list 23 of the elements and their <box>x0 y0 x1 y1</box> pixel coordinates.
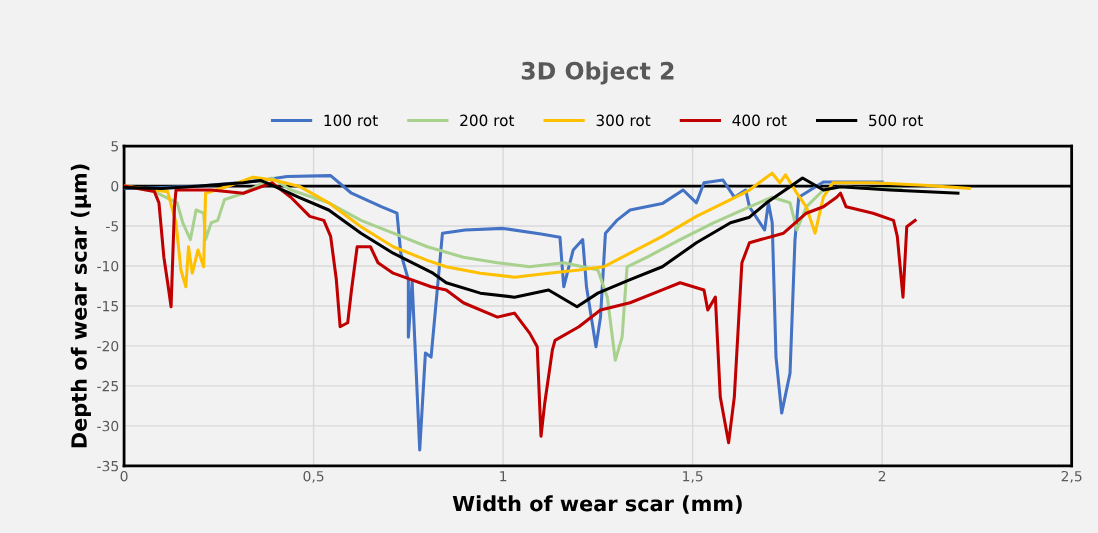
y-tick-label: 0 <box>111 180 119 192</box>
y-tick-label: -25 <box>97 380 118 392</box>
x-tick-label: 2 <box>878 470 886 482</box>
y-tick-label: -10 <box>97 260 119 272</box>
legend-label: 200 rot <box>460 114 515 127</box>
y-tick-label: -35 <box>97 460 118 472</box>
y-tick-label: -15 <box>97 301 118 312</box>
legend-label: 100 rot <box>324 114 378 127</box>
legend-label: 300 rot <box>596 114 651 127</box>
legend-label: 500 rot <box>869 114 923 127</box>
x-tick-label: 0 <box>120 470 128 482</box>
x-tick-label: 1 <box>500 471 507 482</box>
y-tick-label: -30 <box>97 420 119 432</box>
chart-title: 3D Object 2 <box>521 61 674 85</box>
x-axis-title: Width of wear scar (mm) <box>452 495 742 514</box>
x-tick-label: 2,5 <box>1061 470 1082 483</box>
y-tick-label: -20 <box>97 340 119 352</box>
x-tick-label: 0,5 <box>303 470 324 483</box>
legend-label: 400 rot <box>732 114 787 127</box>
y-tick-label: -5 <box>106 221 118 232</box>
y-tick-label: 5 <box>111 141 118 152</box>
x-tick-label: 1,5 <box>683 471 703 483</box>
y-axis-title: Depth of wear scar (µm) <box>70 164 91 448</box>
